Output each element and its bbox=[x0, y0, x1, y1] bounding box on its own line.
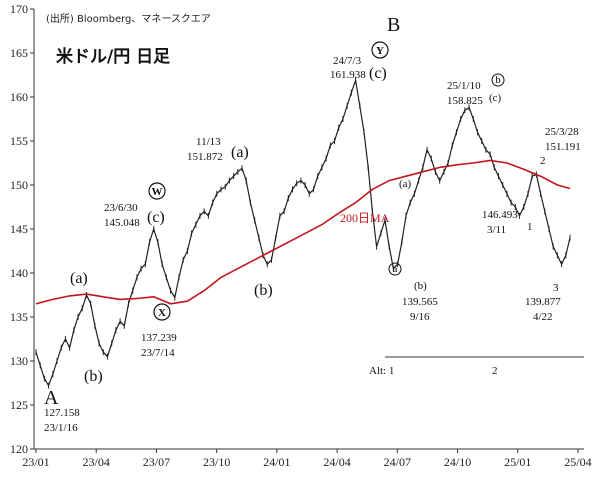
small-label-c: (c) bbox=[489, 92, 502, 104]
low2-date: 23/7/14 bbox=[141, 347, 175, 359]
wave-label-a1: (a) bbox=[70, 270, 88, 287]
wave-label-c2: (c) bbox=[369, 65, 387, 82]
x-tick-label: 24/07 bbox=[384, 455, 411, 469]
circle-b-label: b bbox=[495, 74, 501, 86]
wave-circle-W bbox=[148, 182, 166, 200]
source-label: (出所) Bloomberg、マネースクエア bbox=[46, 12, 211, 25]
wave-label-W: W bbox=[152, 186, 163, 198]
chart-title: 米ドル/円 日足 bbox=[56, 46, 170, 67]
x-tick-label: 25/04 bbox=[564, 455, 591, 469]
circle-b bbox=[491, 73, 505, 87]
high2-value: 151.872 bbox=[187, 151, 223, 163]
wave-label-c1: (c) bbox=[147, 209, 165, 226]
ma-label: 200日MA bbox=[340, 211, 390, 225]
y-tick-label: 170 bbox=[10, 2, 28, 16]
low1-value: 127.158 bbox=[44, 407, 80, 419]
high1-value: 145.048 bbox=[104, 217, 140, 229]
wave-count-1: 1 bbox=[527, 221, 533, 233]
low5-date: 4/22 bbox=[533, 311, 553, 323]
low3-date: 9/16 bbox=[410, 311, 430, 323]
y-tick-label: 145 bbox=[10, 222, 28, 236]
wave-circle-Y bbox=[371, 41, 389, 59]
y-tick-label: 135 bbox=[10, 310, 28, 324]
price-series-line bbox=[35, 79, 571, 387]
wave-label-A: A bbox=[44, 387, 59, 409]
y-tick-label: 160 bbox=[10, 90, 28, 104]
y-tick-label: 155 bbox=[10, 134, 28, 148]
circle-a bbox=[388, 262, 402, 276]
wave-label-b2: (b) bbox=[254, 282, 273, 299]
y-tick-label: 130 bbox=[10, 354, 28, 368]
y-tick-label: 150 bbox=[10, 178, 28, 192]
high4-date: 25/1/10 bbox=[447, 80, 481, 92]
series-group bbox=[35, 77, 571, 389]
wave-count-3: 3 bbox=[553, 282, 559, 294]
x-tick-label: 24/04 bbox=[323, 455, 350, 469]
wave-label-B: B bbox=[387, 14, 400, 36]
x-tick-label: 24/01 bbox=[263, 455, 290, 469]
low1-date: 23/1/16 bbox=[44, 422, 78, 434]
circle-a-label: a bbox=[393, 263, 398, 275]
wave-label-b1: (b) bbox=[84, 368, 103, 385]
x-ticks: 23/01 23/04 23/07 23/10 24/01 24/04 24/07 24/10… bbox=[22, 449, 592, 469]
low4-value: 146.493 bbox=[482, 209, 518, 221]
y-tick-label: 165 bbox=[10, 46, 28, 60]
y-tick-label: 140 bbox=[10, 266, 28, 280]
low5-value: 139.877 bbox=[525, 296, 561, 308]
x-tick-label: 24/10 bbox=[444, 455, 471, 469]
high5-value: 151.191 bbox=[545, 141, 581, 153]
low4-date: 3/11 bbox=[487, 224, 506, 236]
y-ticks: 120 125 130 135 140 145 150 155 160 165 170 bbox=[10, 2, 34, 456]
wave-label-a2: (a) bbox=[231, 144, 249, 161]
small-label-a: (a) bbox=[399, 178, 412, 190]
high3-date: 24/7/3 bbox=[333, 55, 362, 67]
x-tick-label: 23/07 bbox=[143, 455, 170, 469]
x-tick-label: 23/01 bbox=[22, 455, 49, 469]
high1-date: 23/6/30 bbox=[104, 202, 138, 214]
y-tick-label: 120 bbox=[10, 442, 28, 456]
high2-date: 11/13 bbox=[196, 136, 221, 148]
wave-label-Y: Y bbox=[376, 45, 384, 57]
high4-value: 158.825 bbox=[447, 95, 483, 107]
low2-value: 137.239 bbox=[141, 332, 177, 344]
wave-label-X: X bbox=[158, 307, 166, 319]
y-tick-label: 125 bbox=[10, 398, 28, 412]
alt-label-2: 2 bbox=[492, 365, 498, 377]
low3-value: 139.565 bbox=[402, 296, 438, 308]
alt-label-1: Alt: 1 bbox=[369, 365, 394, 377]
ma-series-line bbox=[35, 159, 571, 305]
high3-value: 161.938 bbox=[330, 69, 366, 81]
wave-circle-X bbox=[153, 303, 171, 321]
high5-date: 25/3/28 bbox=[545, 126, 579, 138]
wave-count-2: 2 bbox=[540, 155, 546, 167]
x-tick-label: 25/01 bbox=[504, 455, 531, 469]
x-tick-label: 23/04 bbox=[83, 455, 110, 469]
x-tick-label: 23/10 bbox=[203, 455, 230, 469]
small-label-b: (b) bbox=[414, 280, 427, 292]
